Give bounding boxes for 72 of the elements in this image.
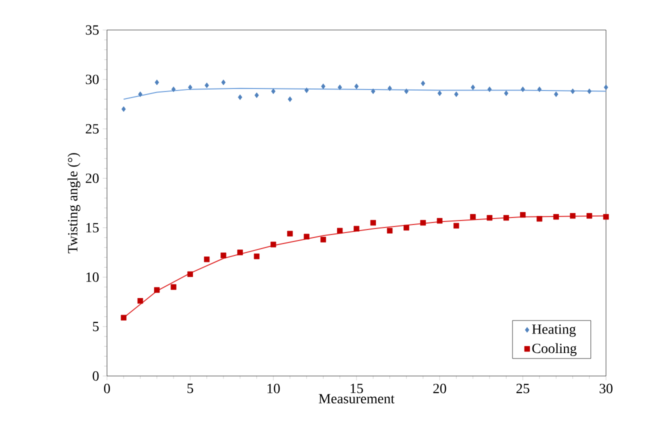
y-tick-label: 20 [86,174,99,184]
point [586,213,592,219]
y-tick-label: 25 [86,124,99,134]
point [470,84,476,90]
point [454,222,460,229]
point [154,287,160,293]
x-tick-label: 20 [433,384,446,394]
point [587,88,592,94]
point [354,226,360,232]
point [254,254,260,260]
point [487,86,492,92]
point [370,220,376,226]
point [386,228,393,234]
point [536,216,542,222]
point [420,220,426,226]
point [120,314,126,320]
point [554,91,558,98]
point [287,230,293,236]
point [486,215,492,221]
x-tick-label: 30 [600,384,612,394]
point [137,298,144,304]
point [537,86,542,92]
point [188,84,192,90]
point [171,86,176,92]
point [388,86,392,92]
point [321,84,326,90]
point [270,242,276,248]
y-tick-label: 5 [93,322,99,332]
point [420,80,426,86]
point [221,80,226,86]
point [503,215,509,221]
x-axis-title: Measurement [318,394,395,404]
point [320,236,326,242]
point [520,212,526,218]
y-tick-label: 15 [86,223,99,232]
point [520,86,525,92]
y-tick-label: 10 [86,272,99,282]
point [354,84,359,90]
point [304,88,309,94]
y-tick-label: 35 [86,25,99,35]
point [304,234,310,240]
x-tick-label: 25 [516,384,530,394]
point [404,88,409,94]
point [237,250,243,256]
y-axis-title: Twisting angle (°) [68,153,80,254]
point [553,214,559,220]
point [604,84,608,90]
point [470,214,476,220]
point [154,80,160,86]
point [187,271,193,277]
x-tick-label: 15 [350,384,363,394]
point [603,214,609,220]
x-tick-label: 10 [268,384,280,394]
point [404,224,410,231]
point [220,252,226,258]
point [436,218,442,224]
point [338,84,342,90]
point [204,82,209,88]
y-tick-label: 30 [86,74,99,84]
point [238,94,242,100]
point [204,256,210,262]
point [570,213,576,219]
point [288,96,292,102]
point [121,106,126,112]
legend-label: Cooling [532,343,577,356]
legend-label: Heating [532,324,576,337]
y-tick-label: 0 [92,371,99,381]
point [337,228,343,234]
x-tick-label: 0 [104,384,110,394]
x-tick-label: 5 [187,384,194,394]
point [370,88,376,94]
point [170,284,176,290]
